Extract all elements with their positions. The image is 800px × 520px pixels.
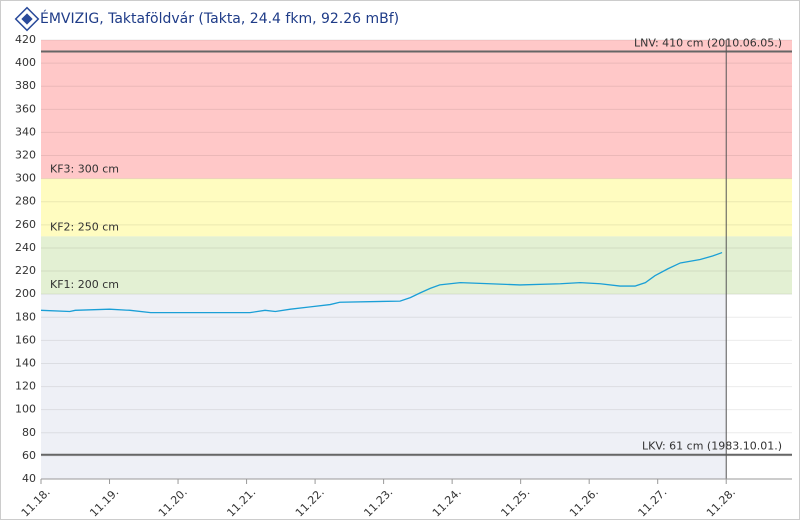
band-label: KF2: 250 cm <box>50 220 119 233</box>
y-tick-label: 260 <box>15 218 36 231</box>
y-tick-label: 180 <box>15 310 36 323</box>
threshold-band <box>41 40 792 179</box>
y-tick-label: 240 <box>15 241 36 254</box>
reference-label: LKV: 61 cm (1983.10.01.) <box>642 440 782 453</box>
reference-label: LNV: 410 cm (2010.06.05.) <box>634 37 782 50</box>
period-background <box>41 294 727 479</box>
band-label: KF3: 300 cm <box>50 163 119 176</box>
y-tick-label: 140 <box>15 356 36 369</box>
y-tick-label: 60 <box>22 449 36 462</box>
y-tick-label: 40 <box>22 472 36 485</box>
y-tick-label: 400 <box>15 56 36 69</box>
y-tick-label: 340 <box>15 125 36 138</box>
y-tick-label: 200 <box>15 287 36 300</box>
y-tick-label: 100 <box>15 403 36 416</box>
y-tick-label: 300 <box>15 172 36 185</box>
y-tick-label: 160 <box>15 333 36 346</box>
y-tick-label: 420 <box>15 33 36 46</box>
y-tick-label: 280 <box>15 195 36 208</box>
threshold-band <box>41 178 792 237</box>
y-tick-label: 220 <box>15 264 36 277</box>
band-label: KF1: 200 cm <box>50 278 119 291</box>
y-tick-label: 320 <box>15 149 36 162</box>
y-tick-label: 360 <box>15 102 36 115</box>
y-tick-label: 380 <box>15 79 36 92</box>
series-line <box>40 251 723 314</box>
chart-title: ÉMVIZIG, Taktaföldvár (Takta, 24.4 fkm, … <box>40 10 399 27</box>
y-tick-label: 120 <box>15 380 36 393</box>
threshold-band <box>41 236 792 295</box>
y-tick-label: 80 <box>22 426 36 439</box>
logo <box>14 6 40 32</box>
